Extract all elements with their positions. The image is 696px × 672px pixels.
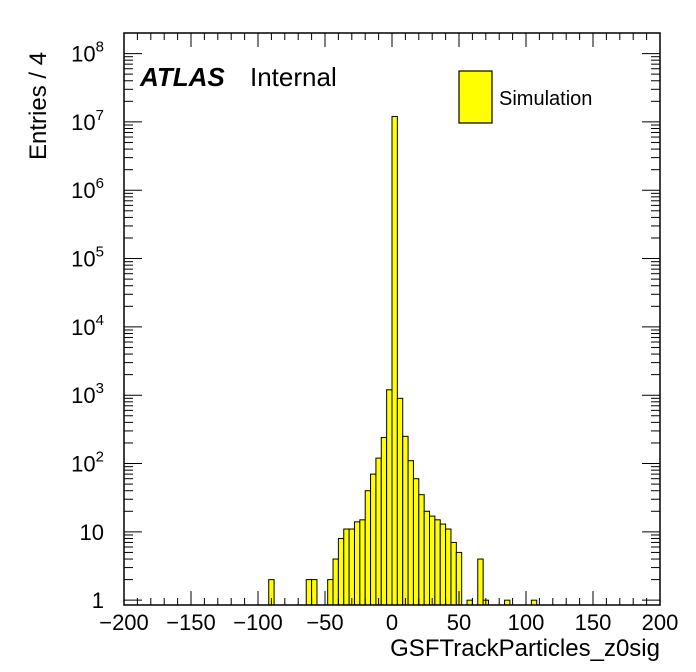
legend-label: Simulation bbox=[499, 88, 592, 110]
histogram-bin-bar bbox=[407, 460, 414, 606]
histogram-bin-bar bbox=[450, 541, 457, 606]
legend-swatch bbox=[458, 70, 493, 124]
x-tick-label: 100 bbox=[508, 610, 545, 635]
histogram-bin-bar bbox=[332, 558, 339, 606]
internal-label: Internal bbox=[250, 62, 337, 92]
histogram-bars bbox=[268, 115, 538, 606]
x-tick-label: 150 bbox=[575, 610, 612, 635]
x-tick-label: −100 bbox=[233, 610, 283, 635]
histogram-bin-bar bbox=[305, 579, 313, 606]
y-tick-label: 102 bbox=[71, 449, 104, 477]
x-tick-label: −50 bbox=[306, 610, 343, 635]
x-tick-label: 50 bbox=[447, 610, 471, 635]
histogram-bin-bar bbox=[370, 473, 377, 606]
histogram-bin-bar bbox=[327, 579, 334, 606]
histogram-bin-bar bbox=[364, 490, 372, 606]
y-tick-label: 103 bbox=[71, 380, 104, 408]
histogram-bin-bar bbox=[412, 478, 420, 606]
histogram-bin-bar bbox=[311, 579, 318, 606]
histogram-bin-bar bbox=[396, 397, 404, 606]
x-tick-label: 0 bbox=[386, 610, 398, 635]
x-tick-label: 200 bbox=[642, 610, 679, 635]
y-axis-title: Entries / 4 bbox=[25, 52, 52, 160]
y-axis-tick-labels: 1 10 102 103 104 105 106 107 108 bbox=[71, 39, 104, 614]
histogram-bin-bar bbox=[439, 523, 447, 606]
histogram-bin-bar bbox=[429, 515, 436, 606]
histogram-bin-bar bbox=[343, 528, 350, 606]
y-tick-label: 10 bbox=[80, 520, 104, 545]
y-axis-ticks bbox=[124, 32, 660, 601]
histogram-bin-bar bbox=[348, 528, 355, 606]
histogram-bin-bar bbox=[445, 528, 452, 606]
histogram-bin-bar bbox=[477, 558, 484, 606]
histogram-bin-bar bbox=[423, 510, 431, 606]
y-tick-label: 104 bbox=[71, 312, 104, 340]
x-tick-label: −200 bbox=[99, 610, 149, 635]
histogram-bin-bar bbox=[402, 435, 409, 606]
histogram-bin-bar bbox=[375, 457, 382, 606]
atlas-label: ATLAS bbox=[139, 62, 225, 92]
y-tick-label: 108 bbox=[71, 39, 104, 67]
histogram-bin-bar bbox=[418, 494, 425, 606]
y-tick-label: 106 bbox=[71, 175, 104, 203]
y-tick-label: 105 bbox=[71, 244, 104, 272]
histogram-bin-bar bbox=[434, 519, 441, 606]
histogram-bin-bar bbox=[380, 437, 388, 606]
histogram-bin-bar bbox=[359, 519, 366, 606]
x-axis-title: GSFTrackParticles_z0sig bbox=[390, 635, 660, 662]
histogram-bin-bar bbox=[391, 115, 398, 606]
x-axis-tick-labels: −200 −150 −100 −50 0 50 100 150 200 bbox=[99, 610, 678, 635]
histogram-bin-bar bbox=[353, 521, 361, 606]
histogram-bin-bar bbox=[386, 389, 393, 606]
x-tick-label: −150 bbox=[166, 610, 216, 635]
y-tick-label: 1 bbox=[92, 588, 104, 613]
histogram-bin-bar bbox=[337, 537, 345, 606]
x-axis-ticks bbox=[123, 33, 661, 605]
y-tick-label: 107 bbox=[71, 107, 104, 135]
